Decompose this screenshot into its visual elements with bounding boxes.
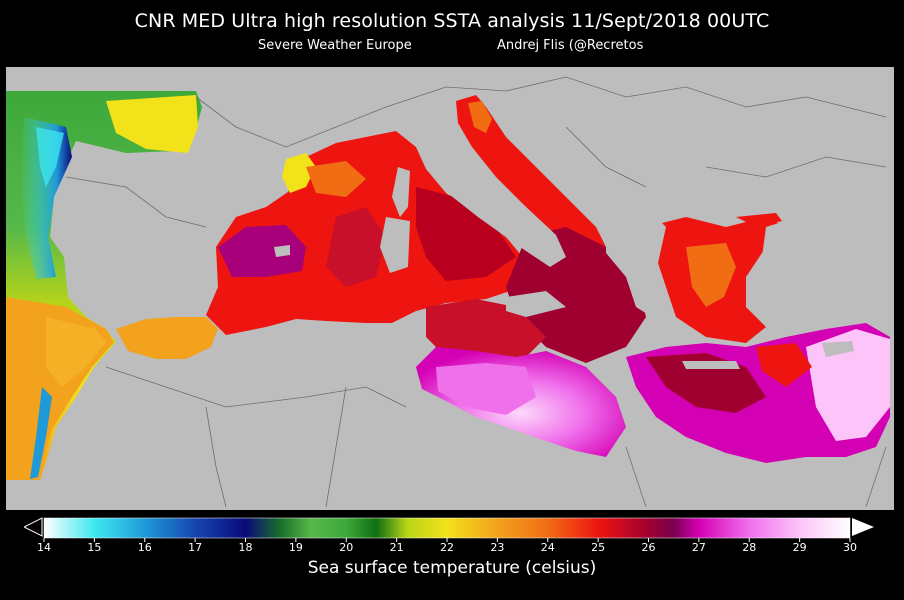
tyrrhenian-dark xyxy=(416,187,516,281)
colorbar-tick-label: 24 xyxy=(540,541,555,554)
cyprus-red-patch xyxy=(756,343,812,387)
greece xyxy=(606,207,666,317)
turkey xyxy=(756,187,894,331)
colorbar-min-arrow xyxy=(22,517,43,537)
colorbar-tick-label: 18 xyxy=(238,541,253,554)
marmara-sea xyxy=(736,213,782,227)
source-label: Severe Weather Europe xyxy=(258,38,412,53)
cold-coastal-strip xyxy=(36,127,64,187)
gulf-of-lion-orange xyxy=(306,161,366,197)
country-borders xyxy=(65,76,887,508)
central-med-red xyxy=(426,299,546,363)
colorbar-tick-label: 25 xyxy=(591,541,606,554)
colorbar-label: Sea surface temperature (celsius) xyxy=(307,558,597,578)
chart-title: CNR MED Ultra high resolution SSTA analy… xyxy=(134,10,770,32)
gulf-of-sidra xyxy=(436,363,536,415)
colorbar-tick-label: 21 xyxy=(389,541,404,554)
sicily xyxy=(506,291,566,317)
bay-of-biscay-warm xyxy=(106,95,198,153)
colorbar-tick-label: 27 xyxy=(691,541,706,554)
cyprus xyxy=(822,341,854,357)
colorbar-tick-label: 14 xyxy=(37,541,51,554)
colorbar-tick-label: 28 xyxy=(742,541,757,554)
italy xyxy=(416,107,566,267)
colorbar-tick-label: 26 xyxy=(641,541,656,554)
colorbar-tick-label: 19 xyxy=(288,541,303,554)
crete xyxy=(682,361,740,369)
moroccan-coast-warm xyxy=(46,317,106,387)
colorbar-tick-label: 20 xyxy=(339,541,354,554)
colorbar-tick-label: 23 xyxy=(490,541,505,554)
levantine-light xyxy=(806,329,890,441)
colorbar-tick-label: 22 xyxy=(440,541,454,554)
iberian-upwelling xyxy=(20,117,72,279)
ligurian-warm-patch xyxy=(282,153,316,193)
aegean-cooler xyxy=(686,243,736,307)
colorbar-gradient xyxy=(43,517,851,539)
canary-cool-strip xyxy=(30,387,52,479)
north-adriatic-orange xyxy=(468,101,492,133)
corsica xyxy=(392,167,410,217)
colorbar-tick-label: 29 xyxy=(792,541,807,554)
colorbar-tick-label: 30 xyxy=(843,541,857,554)
sardinia xyxy=(380,217,410,273)
colorbar-max-arrow xyxy=(852,518,874,536)
sardinia-waters xyxy=(326,207,386,287)
colorbar-tick-label: 17 xyxy=(188,541,203,554)
colorbar-tick-label: 16 xyxy=(137,541,152,554)
colorbar-tick-label: 15 xyxy=(87,541,102,554)
colorbar xyxy=(22,515,880,545)
alboran-sea xyxy=(116,317,218,359)
adriatic-sea xyxy=(456,95,606,253)
mallorca xyxy=(274,245,290,257)
balearic-hot-area xyxy=(218,225,306,277)
author-label: Andrej Flis (@Recretos xyxy=(497,38,644,53)
sst-map xyxy=(6,67,894,510)
